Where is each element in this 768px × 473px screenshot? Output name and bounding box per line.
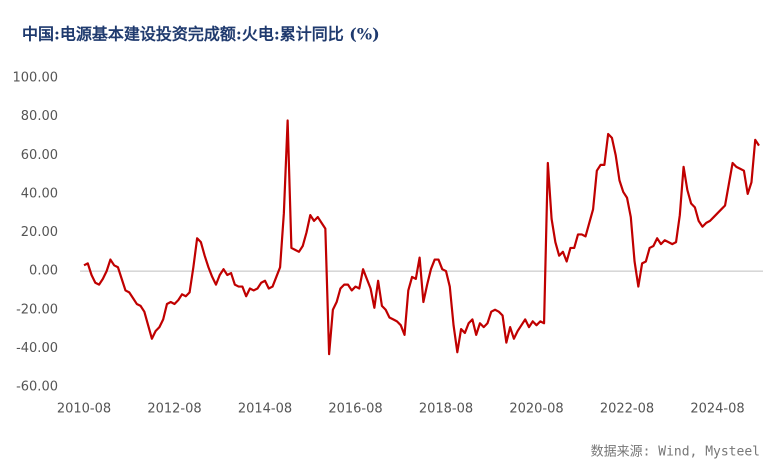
- x-tick-label: 2012-08: [147, 402, 201, 417]
- x-tick-label: 2024-08: [690, 402, 744, 417]
- y-tick-label: 0.00: [29, 264, 58, 279]
- y-tick-label: -20.00: [16, 302, 58, 317]
- y-tick-label: 40.00: [21, 186, 58, 201]
- x-tick-label: 2014-08: [238, 402, 292, 417]
- line-series: [83, 119, 760, 356]
- y-tick-label: 100.00: [13, 71, 59, 86]
- y-tick-label: 20.00: [21, 225, 58, 240]
- x-tick-label: 2016-08: [328, 402, 382, 417]
- x-tick-label: 2022-08: [600, 402, 654, 417]
- y-tick-label: 80.00: [21, 109, 58, 124]
- x-tick-label: 2018-08: [419, 402, 473, 417]
- x-tick-label: 2010-08: [57, 402, 111, 417]
- x-tick-label: 2020-08: [509, 402, 563, 417]
- source-note: 数据来源: Wind, Mysteel: [591, 445, 760, 460]
- y-tick-label: -60.00: [16, 380, 58, 395]
- y-tick-label: -40.00: [16, 341, 58, 356]
- y-tick-label: 60.00: [21, 148, 58, 163]
- chart-title: 中国:电源基本建设投资完成额:火电:累计同比 (%): [22, 25, 380, 44]
